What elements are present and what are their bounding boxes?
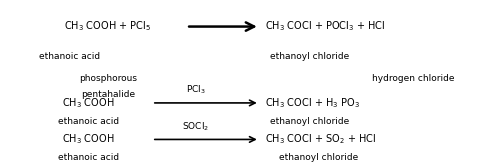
Text: ethanoic acid: ethanoic acid [58, 153, 119, 162]
Text: CH$_3$ COCl + SO$_2$ + HCl: CH$_3$ COCl + SO$_2$ + HCl [265, 132, 376, 146]
Text: CH$_3$ COOH + PCl$_5$: CH$_3$ COOH + PCl$_5$ [64, 20, 151, 34]
Text: CH$_3$ COCl + POCl$_3$ + HCl: CH$_3$ COCl + POCl$_3$ + HCl [265, 20, 385, 34]
Text: PCl$_3$: PCl$_3$ [186, 84, 206, 96]
Text: CH$_3$ COOH: CH$_3$ COOH [62, 96, 115, 110]
Text: ethanoic acid: ethanoic acid [58, 117, 119, 126]
Text: SOCl$_2$: SOCl$_2$ [182, 120, 210, 133]
Text: pentahalide: pentahalide [81, 90, 135, 99]
Text: ethanoyl chloride: ethanoyl chloride [270, 117, 349, 126]
Text: ethanoyl chloride: ethanoyl chloride [279, 153, 359, 162]
Text: ethanoyl chloride: ethanoyl chloride [270, 52, 349, 61]
Text: CH$_3$ COOH: CH$_3$ COOH [62, 132, 115, 146]
Text: phosphorous: phosphorous [79, 74, 137, 83]
Text: hydrogen chloride: hydrogen chloride [372, 74, 455, 83]
Text: ethanoic acid: ethanoic acid [39, 52, 100, 61]
Text: CH$_3$ COCl + H$_3$ PO$_3$: CH$_3$ COCl + H$_3$ PO$_3$ [265, 96, 360, 110]
